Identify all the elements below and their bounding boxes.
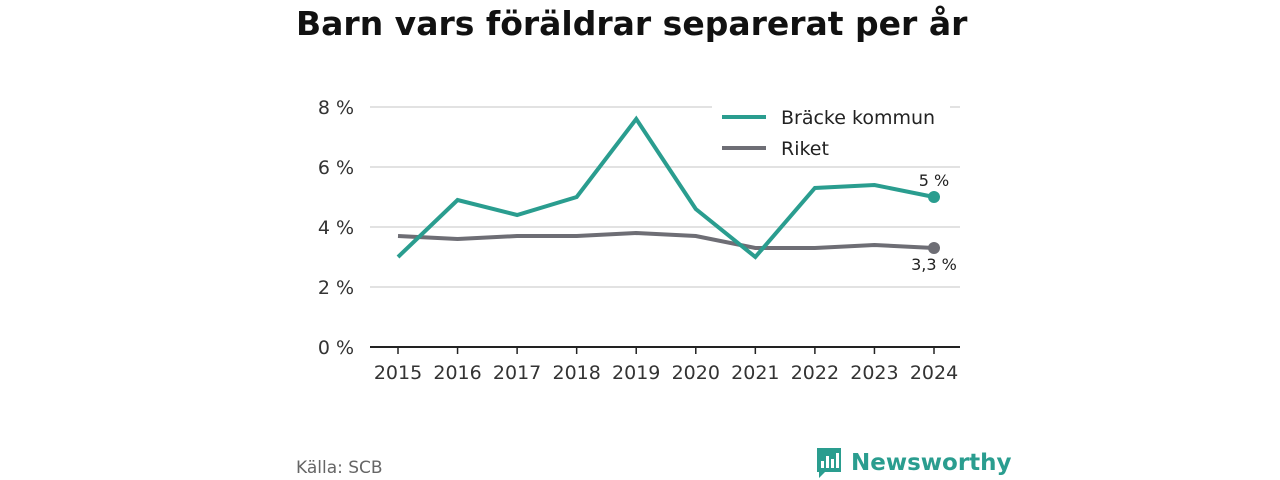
end-value-label: 5 % [919, 171, 949, 190]
x-tick-label: 2022 [791, 362, 839, 384]
y-axis: 0 % 2 % 4 % 6 % 8 % [318, 97, 354, 359]
chart-title: Barn vars föräldrar separerat per år [296, 4, 968, 43]
x-tick-label: 2018 [552, 362, 600, 384]
x-axis: 2015 2016 2017 2018 2019 2020 2021 2022 2023 2024 [370, 346, 960, 384]
y-tick-label: 8 % [318, 97, 354, 119]
y-tick-label: 4 % [318, 217, 354, 239]
source-note: Källa: SCB [296, 458, 383, 478]
x-tick-label: 2019 [612, 362, 660, 384]
legend-label: Bräcke kommun [781, 107, 935, 129]
series-line-bracke [396, 115, 935, 260]
x-tick-label: 2024 [910, 362, 958, 384]
x-tick-label: 2023 [850, 362, 898, 384]
end-point-marker [928, 242, 940, 254]
y-tick-label: 2 % [318, 277, 354, 299]
gridlines [370, 106, 960, 288]
x-tick-label: 2016 [433, 362, 481, 384]
y-tick-label: 6 % [318, 157, 354, 179]
y-tick-label: 0 % [318, 337, 354, 359]
legend: Bräcke kommun Riket [712, 100, 950, 166]
legend-background [712, 100, 950, 166]
series-line-riket [397, 230, 935, 250]
legend-label: Riket [781, 138, 829, 160]
bar-chart-bubble-icon [817, 448, 841, 478]
brand-name: Newsworthy [851, 450, 1012, 476]
newsworthy-logo: Newsworthy [815, 446, 1012, 480]
x-tick-label: 2015 [374, 362, 422, 384]
x-tick-label: 2017 [493, 362, 541, 384]
series-lines: 3,3 % 5 % [396, 115, 957, 274]
end-point-marker [928, 191, 940, 203]
line-chart: 0 % 2 % 4 % 6 % 8 % 2015 2016 2017 2018 2019 2020… [318, 97, 960, 384]
end-value-label: 3,3 % [911, 255, 957, 274]
x-tick-label: 2021 [731, 362, 779, 384]
x-tick-label: 2020 [672, 362, 720, 384]
